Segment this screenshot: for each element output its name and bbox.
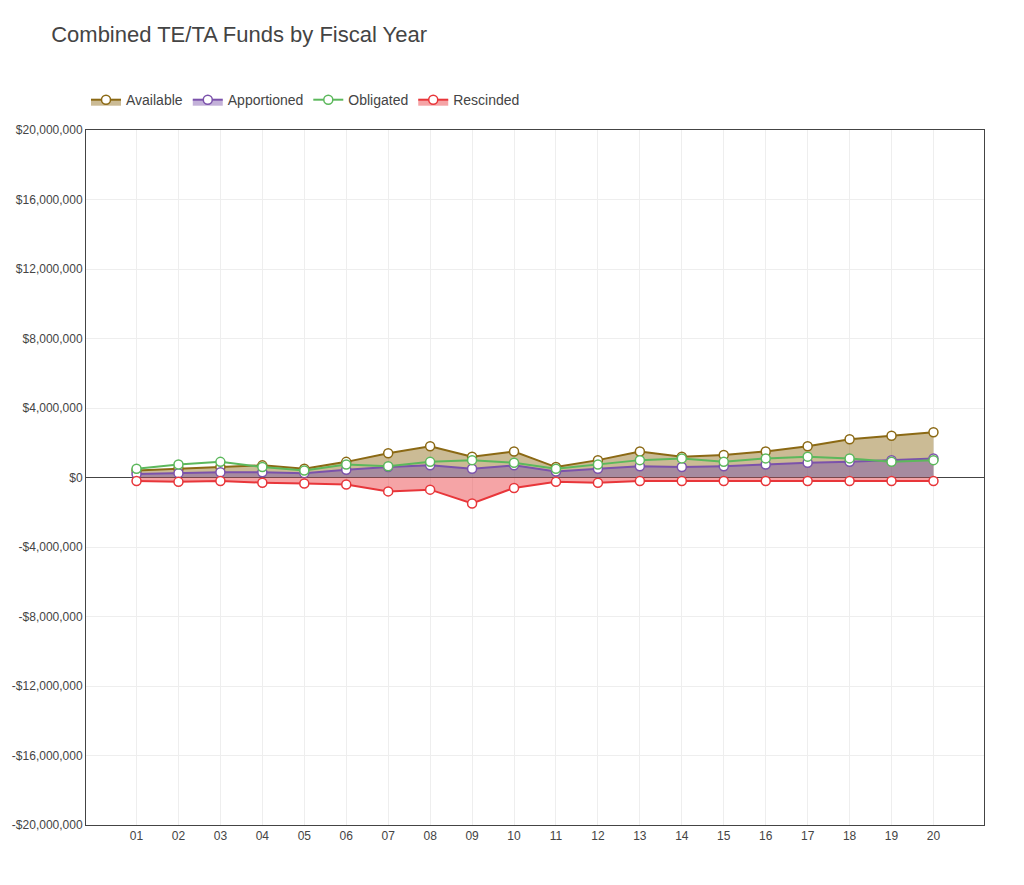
- svg-text:03: 03: [214, 829, 228, 843]
- svg-text:$16,000,000: $16,000,000: [16, 193, 83, 207]
- svg-text:$20,000,000: $20,000,000: [16, 123, 83, 137]
- svg-text:01: 01: [130, 829, 144, 843]
- svg-text:Obligated: Obligated: [348, 92, 408, 108]
- svg-text:-$4,000,000: -$4,000,000: [19, 540, 83, 554]
- svg-text:-$20,000,000: -$20,000,000: [12, 818, 83, 832]
- svg-text:$4,000,000: $4,000,000: [23, 401, 83, 415]
- svg-text:17: 17: [801, 829, 815, 843]
- svg-text:15: 15: [717, 829, 731, 843]
- svg-text:04: 04: [256, 829, 270, 843]
- svg-text:$12,000,000: $12,000,000: [16, 262, 83, 276]
- svg-text:02: 02: [172, 829, 186, 843]
- svg-text:13: 13: [633, 829, 647, 843]
- svg-text:$8,000,000: $8,000,000: [23, 332, 83, 346]
- svg-text:20: 20: [927, 829, 941, 843]
- svg-text:Available: Available: [126, 92, 183, 108]
- svg-text:Apportioned: Apportioned: [228, 92, 304, 108]
- svg-text:08: 08: [423, 829, 437, 843]
- svg-text:16: 16: [759, 829, 773, 843]
- svg-text:$0: $0: [69, 471, 83, 485]
- svg-text:19: 19: [885, 829, 899, 843]
- svg-text:10: 10: [507, 829, 521, 843]
- svg-text:05: 05: [298, 829, 312, 843]
- svg-text:12: 12: [591, 829, 605, 843]
- svg-text:Combined TE/TA Funds by Fiscal: Combined TE/TA Funds by Fiscal Year: [51, 22, 427, 47]
- svg-text:09: 09: [465, 829, 479, 843]
- svg-text:18: 18: [843, 829, 857, 843]
- svg-text:06: 06: [340, 829, 354, 843]
- svg-text:14: 14: [675, 829, 689, 843]
- svg-text:07: 07: [382, 829, 396, 843]
- svg-text:11: 11: [550, 829, 563, 843]
- svg-text:-$16,000,000: -$16,000,000: [12, 749, 83, 763]
- svg-text:-$12,000,000: -$12,000,000: [12, 679, 83, 693]
- svg-text:Rescinded: Rescinded: [453, 92, 519, 108]
- svg-text:-$8,000,000: -$8,000,000: [19, 610, 83, 624]
